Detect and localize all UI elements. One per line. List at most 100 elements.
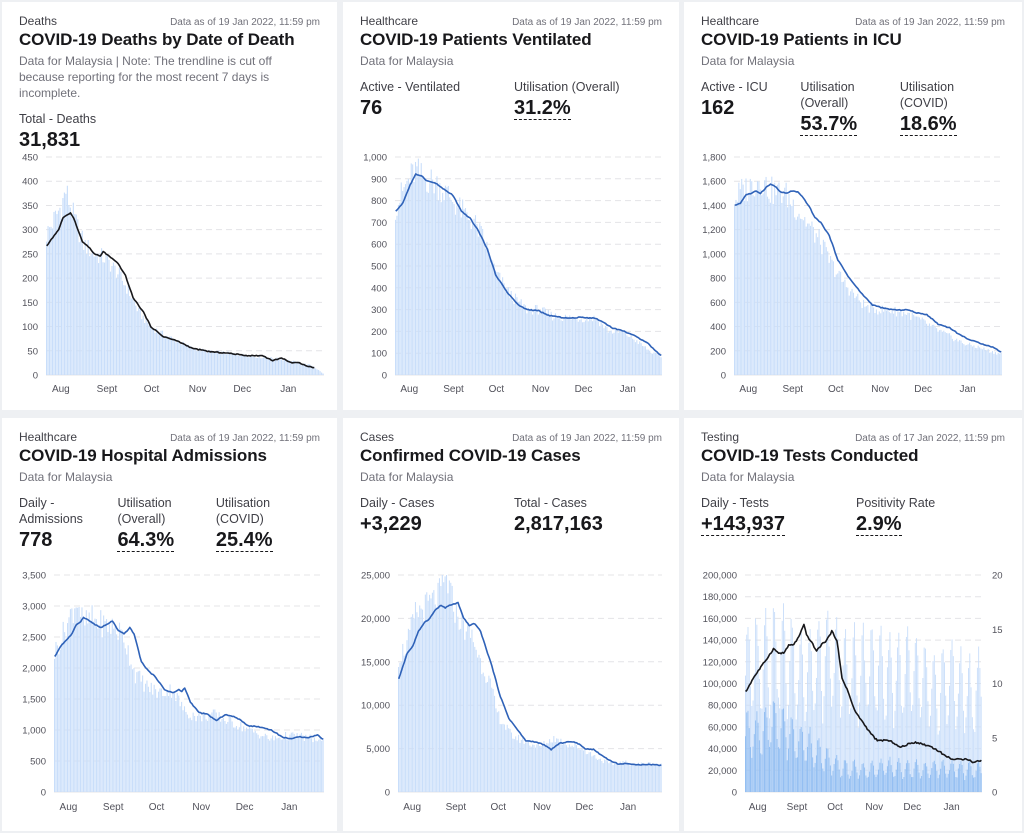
bar bbox=[183, 706, 186, 792]
bar bbox=[503, 283, 505, 375]
bar bbox=[126, 654, 128, 792]
stat-value[interactable]: 25.4% bbox=[215, 529, 273, 552]
bar bbox=[214, 709, 216, 792]
bar bbox=[549, 739, 551, 792]
bar bbox=[403, 655, 405, 792]
bar bbox=[191, 348, 193, 375]
bar bbox=[440, 202, 442, 375]
bar bbox=[935, 674, 937, 792]
y-tick-label: 3,500 bbox=[22, 571, 46, 582]
bar bbox=[124, 648, 126, 792]
bar bbox=[650, 353, 652, 375]
bar bbox=[853, 622, 855, 792]
bar bbox=[890, 765, 892, 792]
bar bbox=[608, 763, 610, 792]
bar bbox=[169, 684, 171, 792]
bar bbox=[904, 769, 906, 792]
bar bbox=[834, 276, 836, 375]
bar bbox=[156, 697, 158, 792]
bar bbox=[578, 749, 580, 792]
y-tick-label: 200 bbox=[22, 274, 38, 285]
bar bbox=[834, 758, 836, 792]
bar bbox=[914, 762, 916, 792]
bar bbox=[746, 201, 748, 375]
bar bbox=[869, 771, 871, 792]
bar bbox=[937, 331, 939, 375]
bar bbox=[86, 254, 88, 375]
bar bbox=[447, 593, 449, 792]
bar bbox=[420, 163, 422, 375]
bar bbox=[301, 364, 303, 375]
bar bbox=[416, 612, 418, 792]
bar bbox=[65, 639, 67, 792]
bar bbox=[136, 672, 138, 792]
bar bbox=[895, 680, 897, 792]
bar bbox=[221, 351, 223, 375]
bar bbox=[291, 361, 293, 375]
stat-value[interactable]: 53.7% bbox=[800, 113, 858, 136]
bar bbox=[812, 690, 814, 792]
bar bbox=[921, 707, 923, 792]
stats-row: Active - Ventilated 76 Utilisation (Over… bbox=[360, 79, 662, 120]
stat-value[interactable]: 18.6% bbox=[899, 113, 957, 136]
stat-value[interactable]: +143,937 bbox=[701, 513, 785, 536]
bar bbox=[869, 676, 871, 792]
x-tick-label: Nov bbox=[189, 384, 207, 395]
bar bbox=[936, 770, 938, 792]
bar bbox=[828, 262, 830, 375]
bar bbox=[518, 734, 520, 792]
bar bbox=[861, 307, 863, 375]
bar bbox=[903, 777, 905, 792]
bar bbox=[231, 353, 233, 375]
bar bbox=[468, 624, 470, 792]
x-tick-label: Aug bbox=[60, 802, 78, 813]
bar bbox=[640, 762, 642, 792]
bar bbox=[765, 707, 767, 792]
bar bbox=[897, 311, 899, 375]
stat-value[interactable]: 2.9% bbox=[855, 513, 902, 536]
bar bbox=[84, 625, 86, 792]
stat-block: Active - Ventilated 76 bbox=[360, 79, 514, 120]
bar bbox=[645, 765, 647, 792]
bar bbox=[201, 721, 203, 792]
bar bbox=[945, 773, 947, 792]
stat-value[interactable]: 64.3% bbox=[117, 529, 175, 552]
bar bbox=[602, 324, 604, 375]
bar bbox=[527, 740, 529, 792]
bar bbox=[783, 708, 784, 792]
bar-series bbox=[745, 603, 982, 792]
bar bbox=[783, 603, 784, 792]
y-right-tick-label: 20 bbox=[992, 571, 1003, 582]
bar bbox=[187, 344, 189, 375]
bar bbox=[971, 717, 973, 792]
bar bbox=[968, 762, 969, 792]
bar bbox=[587, 321, 589, 375]
bar bbox=[762, 731, 764, 792]
bar bbox=[443, 200, 445, 375]
bar bbox=[165, 696, 167, 792]
bar bbox=[954, 771, 956, 792]
bar bbox=[276, 738, 278, 792]
bar bbox=[496, 712, 498, 792]
bar bbox=[82, 616, 84, 792]
bar bbox=[818, 621, 820, 792]
bar bbox=[550, 742, 552, 792]
bar bbox=[439, 183, 441, 375]
bar bbox=[870, 303, 872, 375]
bar bbox=[781, 709, 783, 792]
bar bbox=[48, 227, 51, 375]
x-tick-label: Sept bbox=[97, 384, 118, 395]
bar bbox=[836, 617, 838, 792]
bar bbox=[539, 312, 541, 375]
bar bbox=[768, 198, 770, 375]
bar bbox=[913, 768, 915, 792]
bar bbox=[134, 683, 136, 792]
chart-svg: 0 20,000 40,000 60,000 80,000 100,000 120,000 1… bbox=[703, 571, 1003, 814]
y-tick-label: 10,000 bbox=[361, 701, 390, 712]
bar bbox=[965, 775, 967, 792]
stat-value[interactable]: 31.2% bbox=[513, 97, 571, 120]
bar bbox=[443, 582, 445, 792]
y-tick-label: 800 bbox=[371, 196, 387, 207]
bar bbox=[848, 714, 850, 792]
bar bbox=[218, 350, 220, 375]
